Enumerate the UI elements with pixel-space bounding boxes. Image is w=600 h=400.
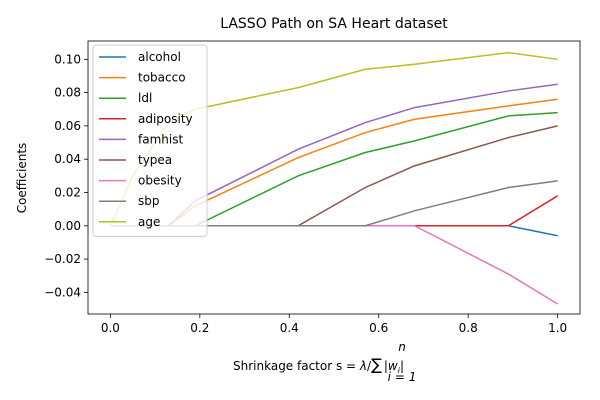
y-tick-label: 0.04 bbox=[54, 152, 81, 166]
x-axis-label: Shrinkage factor s = λ/∑ |wi| bbox=[233, 355, 404, 375]
x-axis-label-slash: / bbox=[367, 359, 372, 373]
legend-label-alcohol: alcohol bbox=[138, 50, 181, 64]
x-tick-label: 0.2 bbox=[190, 321, 209, 335]
plot-area: 0.0 0.2 0.4 0.6 0.8 1.0 −0.04 −0.02 0.00 0.02 0.04… bbox=[44, 40, 581, 335]
legend-label-famhist: famhist bbox=[138, 132, 183, 146]
legend-box bbox=[92, 44, 208, 237]
x-tick-label: 0.0 bbox=[101, 321, 120, 335]
legend-label-sbp: sbp bbox=[138, 194, 160, 208]
y-tick-label: 0.02 bbox=[54, 185, 81, 199]
series-line-obesity bbox=[110, 225, 559, 305]
chart-title: LASSO Path on SA Heart dataset bbox=[220, 16, 448, 32]
y-axis-label: Coefficients bbox=[15, 143, 29, 214]
y-tick-label: 0.06 bbox=[54, 119, 81, 133]
legend-label-typea: typea bbox=[138, 153, 172, 167]
x-axis-label-sum: ∑ bbox=[371, 355, 382, 374]
legend-label-obesity: obesity bbox=[138, 174, 182, 188]
y-tick-label: −0.02 bbox=[44, 252, 81, 266]
x-axis-label-sum-upper: n bbox=[398, 340, 406, 354]
x-axis-label-prefix: Shrinkage factor s = bbox=[233, 359, 360, 373]
series-line-sbp bbox=[110, 180, 558, 227]
legend-label-adiposity: adiposity bbox=[138, 112, 193, 126]
y-tick-label: 0.10 bbox=[54, 52, 81, 66]
x-tick-label: 1.0 bbox=[548, 321, 567, 335]
legend: alcohol tobacco ldl adiposity famhist typea ob… bbox=[92, 44, 208, 237]
x-tick-label: 0.6 bbox=[369, 321, 388, 335]
legend-label-tobacco: tobacco bbox=[138, 71, 186, 85]
axes-frame bbox=[87, 40, 581, 315]
legend-label-age: age bbox=[138, 215, 160, 229]
x-axis-label-abs: |w bbox=[384, 359, 398, 373]
x-axis-label-lambda: λ bbox=[359, 359, 367, 373]
y-tick-label: 0.00 bbox=[54, 219, 81, 233]
x-axis-label-abs-close: | bbox=[400, 359, 404, 373]
legend-label-ldl: ldl bbox=[138, 91, 152, 105]
x-axis-label-abs-sub: i bbox=[398, 366, 401, 375]
x-tick-label: 0.8 bbox=[459, 321, 478, 335]
y-tick-label: −0.04 bbox=[44, 285, 81, 299]
y-tick-label: 0.08 bbox=[54, 86, 81, 100]
y-axis-label-group: Coefficients bbox=[15, 143, 29, 214]
x-axis-label-sum-lower: i = 1 bbox=[388, 370, 417, 384]
x-tick-label: 0.4 bbox=[280, 321, 299, 335]
